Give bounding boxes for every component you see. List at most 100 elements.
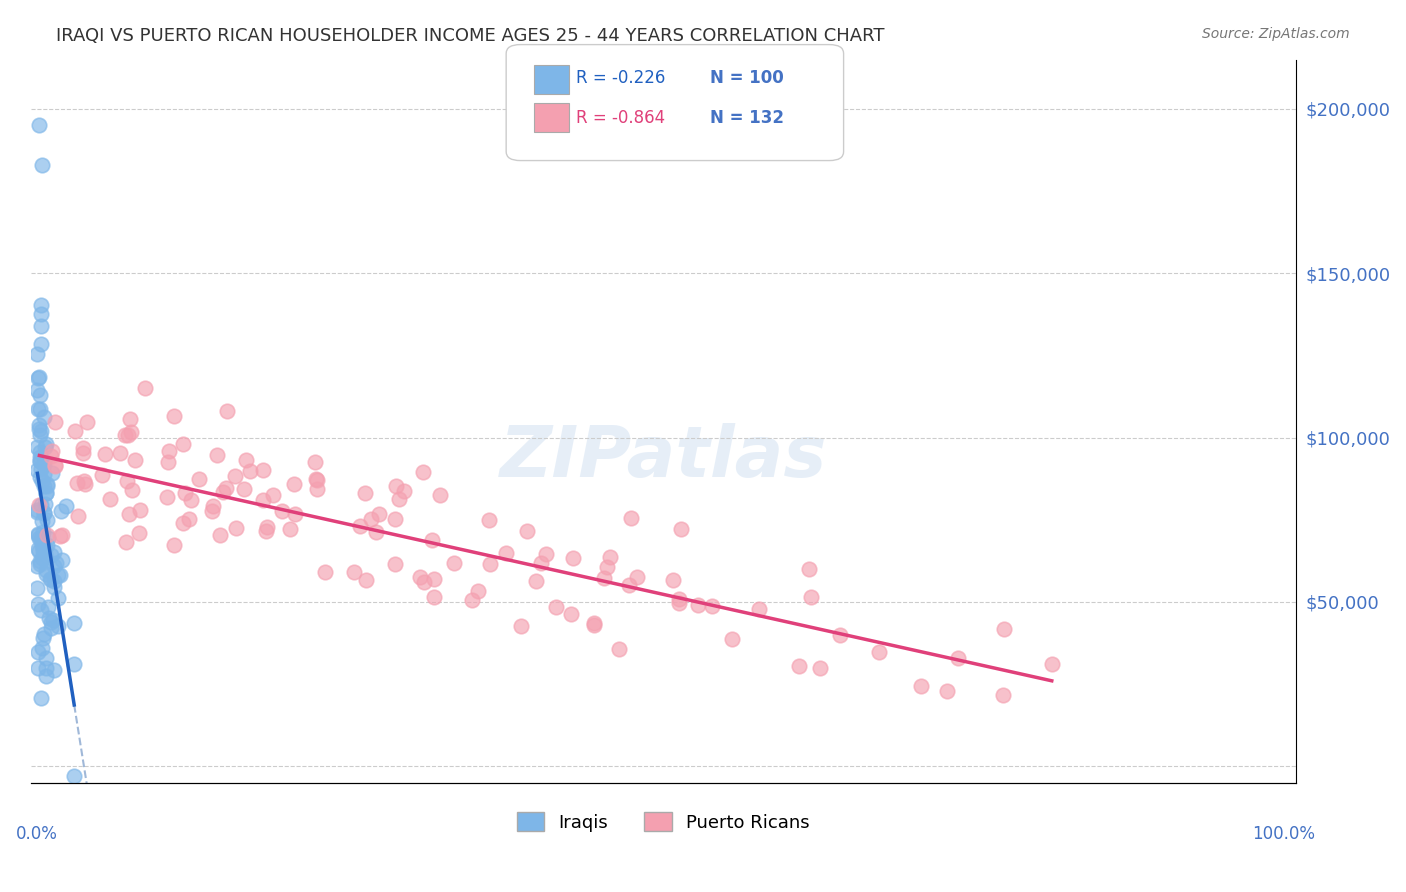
Point — [30, 307, 52, 321]
Point — [201, 504, 224, 518]
Point — [27, 440, 49, 454]
Point — [44, 458, 66, 472]
Point — [700, 599, 723, 614]
Point — [28, 450, 51, 464]
Point — [271, 503, 294, 517]
Point — [41, 443, 63, 458]
Legend: Iraqis, Puerto Ricans: Iraqis, Puerto Ricans — [510, 805, 817, 838]
Point — [662, 573, 685, 587]
Point — [42, 663, 65, 677]
Point — [510, 619, 533, 633]
Text: Source: ZipAtlas.com: Source: ZipAtlas.com — [1202, 27, 1350, 41]
Point — [41, 803, 63, 817]
Point — [254, 524, 277, 538]
Point — [117, 507, 139, 521]
Point — [385, 479, 408, 493]
Point — [28, 401, 51, 416]
Point — [993, 623, 1015, 637]
Point — [66, 475, 89, 490]
Point — [607, 641, 630, 656]
Point — [55, 499, 77, 513]
Point — [828, 627, 851, 641]
Point — [38, 610, 60, 624]
Point — [461, 593, 484, 607]
Point — [31, 530, 53, 544]
Point — [32, 467, 55, 482]
Point — [31, 536, 53, 550]
Point — [252, 493, 274, 508]
Point — [63, 769, 86, 783]
Point — [27, 661, 49, 675]
Point — [37, 528, 59, 542]
Point — [128, 525, 150, 540]
Point — [544, 599, 567, 614]
Point — [42, 613, 65, 627]
Text: 100.0%: 100.0% — [1253, 825, 1315, 844]
Point — [30, 454, 52, 468]
Point — [35, 661, 58, 675]
Point — [217, 404, 239, 418]
Point — [115, 474, 138, 488]
Point — [364, 524, 387, 539]
Point — [412, 465, 434, 479]
Point — [90, 467, 112, 482]
Point — [283, 477, 305, 491]
Point — [787, 659, 810, 673]
Point — [478, 513, 501, 527]
Point — [30, 558, 52, 572]
Point — [174, 486, 197, 500]
Point — [35, 566, 58, 581]
Point — [668, 592, 690, 607]
Point — [93, 447, 115, 461]
Point — [32, 479, 55, 493]
Point — [72, 446, 94, 460]
Point — [30, 470, 52, 484]
Point — [114, 428, 136, 442]
Point — [215, 481, 238, 495]
Point — [44, 415, 66, 429]
Point — [235, 453, 257, 467]
Point — [180, 493, 202, 508]
Point — [423, 573, 446, 587]
Point — [205, 448, 228, 462]
Point — [30, 603, 52, 617]
Point — [34, 650, 56, 665]
Point — [561, 551, 583, 566]
Point — [30, 690, 52, 705]
Point — [27, 371, 49, 385]
Point — [163, 538, 186, 552]
Point — [1040, 657, 1063, 671]
Text: IRAQI VS PUERTO RICAN HOUSEHOLDER INCOME AGES 25 - 44 YEARS CORRELATION CHART: IRAQI VS PUERTO RICAN HOUSEHOLDER INCOME… — [56, 27, 884, 45]
Point — [202, 500, 225, 514]
Point — [534, 547, 557, 561]
Point — [35, 485, 58, 500]
Point — [73, 474, 96, 488]
Point — [354, 486, 377, 500]
Point — [30, 388, 52, 402]
Point — [27, 347, 49, 361]
Point — [582, 616, 605, 631]
Point — [224, 468, 246, 483]
Point — [157, 455, 180, 469]
Point — [32, 458, 55, 472]
Point — [31, 514, 53, 528]
Point — [49, 529, 72, 543]
Point — [30, 428, 52, 442]
Point — [156, 490, 179, 504]
Point — [27, 422, 49, 436]
Point — [31, 544, 53, 558]
Point — [35, 476, 58, 491]
Point — [617, 578, 640, 592]
Point — [27, 370, 49, 384]
Point — [408, 570, 430, 584]
Point — [128, 503, 150, 517]
Point — [343, 566, 366, 580]
Point — [30, 318, 52, 333]
Point — [30, 454, 52, 468]
Point — [239, 463, 262, 477]
Point — [34, 497, 56, 511]
Point — [28, 498, 51, 512]
Point — [67, 508, 90, 523]
Point — [39, 548, 62, 562]
Point — [30, 424, 52, 438]
